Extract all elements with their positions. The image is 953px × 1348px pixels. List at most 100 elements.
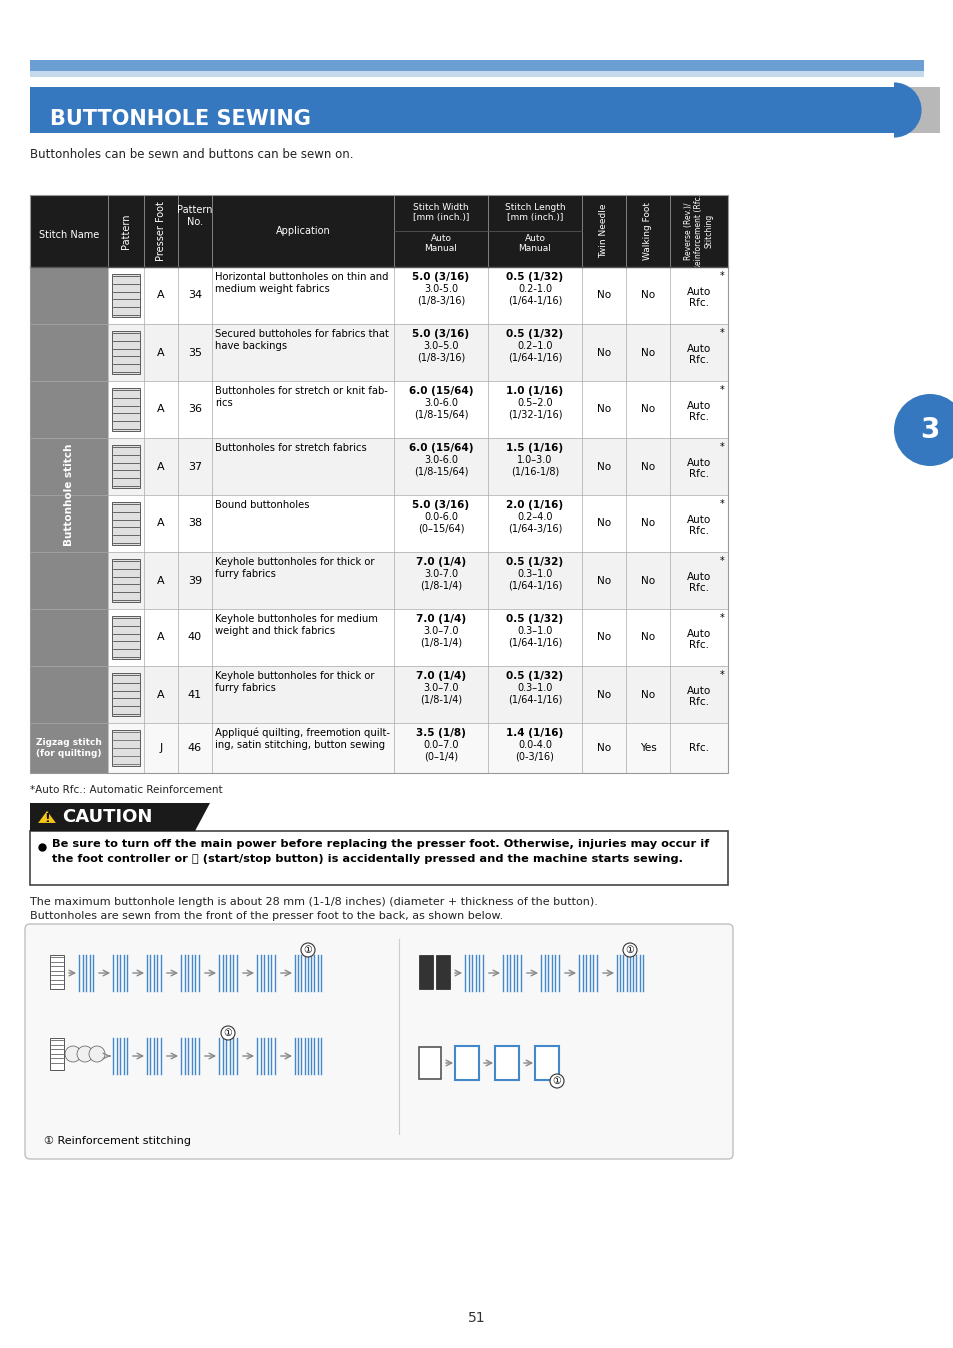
Bar xyxy=(112,501,140,545)
Text: 0.0-4.0
(0-3/16): 0.0-4.0 (0-3/16) xyxy=(515,740,554,762)
Text: *: * xyxy=(720,555,724,566)
Text: ① Reinforcement stitching: ① Reinforcement stitching xyxy=(44,1136,191,1146)
Text: Twin Needle: Twin Needle xyxy=(598,204,608,259)
Text: Keyhole buttonholes for thick or
furry fabrics: Keyhole buttonholes for thick or furry f… xyxy=(214,671,375,693)
Bar xyxy=(30,195,727,267)
Bar xyxy=(108,551,727,609)
Text: Keyhole buttonholes for thick or
furry fabrics: Keyhole buttonholes for thick or furry f… xyxy=(214,557,375,578)
Circle shape xyxy=(65,1046,81,1062)
Text: Zigzag stitch
(for quilting): Zigzag stitch (for quilting) xyxy=(36,739,102,758)
Text: 0.5 (1/32): 0.5 (1/32) xyxy=(506,557,563,568)
Text: BUTTONHOLE SEWING: BUTTONHOLE SEWING xyxy=(50,109,311,129)
Text: Yes: Yes xyxy=(639,743,656,754)
Bar xyxy=(418,954,433,989)
Bar xyxy=(30,803,194,830)
Text: Secured buttoholes for fabrics that
have backings: Secured buttoholes for fabrics that have… xyxy=(214,329,389,350)
Text: 0.2–4.0
(1/64-3/16): 0.2–4.0 (1/64-3/16) xyxy=(507,512,561,534)
Text: *: * xyxy=(720,670,724,679)
Text: 1.4 (1/16): 1.4 (1/16) xyxy=(506,728,563,737)
Text: Rfc.: Rfc. xyxy=(688,743,708,754)
Text: No: No xyxy=(640,689,655,700)
Text: Bound buttonholes: Bound buttonholes xyxy=(214,500,309,510)
Text: 0.5 (1/32): 0.5 (1/32) xyxy=(506,329,563,338)
Text: No: No xyxy=(640,404,655,414)
Text: No: No xyxy=(597,519,611,528)
Bar xyxy=(883,88,903,133)
Text: 39: 39 xyxy=(188,576,202,585)
Text: 3.0-5.0
(1/8-3/16): 3.0-5.0 (1/8-3/16) xyxy=(416,284,465,306)
Text: The maximum buttonhole length is about 28 mm (1-1/8 inches) (diameter + thicknes: The maximum buttonhole length is about 2… xyxy=(30,896,598,907)
Text: 7.0 (1/4): 7.0 (1/4) xyxy=(416,557,466,568)
Text: Be sure to turn off the main power before replacing the presser foot. Otherwise,: Be sure to turn off the main power befor… xyxy=(52,838,708,849)
Text: *: * xyxy=(720,386,724,395)
Bar xyxy=(108,438,727,495)
Bar xyxy=(30,267,108,723)
Text: 0.5 (1/32): 0.5 (1/32) xyxy=(506,613,563,624)
Text: 5.0 (3/16): 5.0 (3/16) xyxy=(412,329,469,338)
Bar xyxy=(108,381,727,438)
Text: 5.0 (3/16): 5.0 (3/16) xyxy=(412,272,469,282)
Bar xyxy=(50,954,64,989)
Text: Auto
Rfc.: Auto Rfc. xyxy=(686,686,710,708)
FancyBboxPatch shape xyxy=(25,923,732,1159)
Bar xyxy=(112,731,140,766)
Text: 3.0–7.0
(1/8-1/4): 3.0–7.0 (1/8-1/4) xyxy=(419,625,461,647)
Text: 0.2–1.0
(1/64-1/16): 0.2–1.0 (1/64-1/16) xyxy=(507,341,561,363)
Bar xyxy=(30,71,923,77)
Text: Auto
Rfc.: Auto Rfc. xyxy=(686,287,710,309)
Text: *Auto Rfc.: Automatic Reinforcement: *Auto Rfc.: Automatic Reinforcement xyxy=(30,785,222,795)
Text: !: ! xyxy=(44,811,50,825)
Bar xyxy=(30,61,923,71)
Text: Auto
Manual: Auto Manual xyxy=(518,235,551,253)
Text: 5.0 (3/16): 5.0 (3/16) xyxy=(412,500,469,510)
Text: No: No xyxy=(597,743,611,754)
Text: 51: 51 xyxy=(468,1312,485,1325)
Bar xyxy=(112,445,140,488)
Text: 3.0–7.0
(1/8-1/4): 3.0–7.0 (1/8-1/4) xyxy=(419,683,461,705)
Text: 2.0 (1/16): 2.0 (1/16) xyxy=(506,500,563,510)
Text: 7.0 (1/4): 7.0 (1/4) xyxy=(416,671,466,681)
Text: No: No xyxy=(640,632,655,643)
Text: 1.0–3.0
(1/16-1/8): 1.0–3.0 (1/16-1/8) xyxy=(511,456,558,477)
Text: 6.0 (15/64): 6.0 (15/64) xyxy=(408,443,473,453)
Text: 34: 34 xyxy=(188,291,202,301)
Text: Application: Application xyxy=(275,226,330,236)
Text: 3: 3 xyxy=(920,417,939,443)
Bar xyxy=(108,495,727,551)
Text: CAUTION: CAUTION xyxy=(62,807,152,826)
Text: No: No xyxy=(640,519,655,528)
Text: No: No xyxy=(640,291,655,301)
Text: 0.5 (1/32): 0.5 (1/32) xyxy=(506,671,563,681)
Bar xyxy=(883,88,939,133)
Bar xyxy=(112,388,140,431)
Text: Auto
Rfc.: Auto Rfc. xyxy=(686,400,710,422)
Text: 3.0-6.0
(1/8-15/64): 3.0-6.0 (1/8-15/64) xyxy=(414,398,468,419)
Text: No: No xyxy=(597,632,611,643)
Text: 0.0–7.0
(0–1/4): 0.0–7.0 (0–1/4) xyxy=(423,740,458,762)
Bar xyxy=(30,88,887,133)
Bar xyxy=(30,195,727,772)
Polygon shape xyxy=(194,803,210,830)
Bar xyxy=(112,559,140,603)
Text: Stitch Name: Stitch Name xyxy=(39,231,99,240)
Bar xyxy=(30,723,108,772)
Text: 46: 46 xyxy=(188,743,202,754)
Text: Buttonholes for stretch or knit fab-
rics: Buttonholes for stretch or knit fab- ric… xyxy=(214,386,388,407)
Text: No: No xyxy=(597,461,611,472)
Text: A: A xyxy=(157,404,165,414)
Text: 6.0 (15/64): 6.0 (15/64) xyxy=(408,386,473,396)
Text: 0.5 (1/32): 0.5 (1/32) xyxy=(506,272,563,282)
Text: Auto
Rfc.: Auto Rfc. xyxy=(686,572,710,593)
Text: ①: ① xyxy=(303,945,312,954)
Text: *: * xyxy=(720,613,724,623)
Text: No: No xyxy=(640,461,655,472)
Text: No: No xyxy=(640,348,655,357)
Text: No: No xyxy=(597,291,611,301)
Text: 0.3–1.0
(1/64-1/16): 0.3–1.0 (1/64-1/16) xyxy=(507,569,561,590)
Text: No: No xyxy=(597,348,611,357)
Bar xyxy=(108,324,727,381)
Text: 0.3–1.0
(1/64-1/16): 0.3–1.0 (1/64-1/16) xyxy=(507,683,561,705)
Text: A: A xyxy=(157,576,165,585)
Text: No: No xyxy=(597,689,611,700)
Text: Keyhole buttonholes for medium
weight and thick fabrics: Keyhole buttonholes for medium weight an… xyxy=(214,613,377,636)
